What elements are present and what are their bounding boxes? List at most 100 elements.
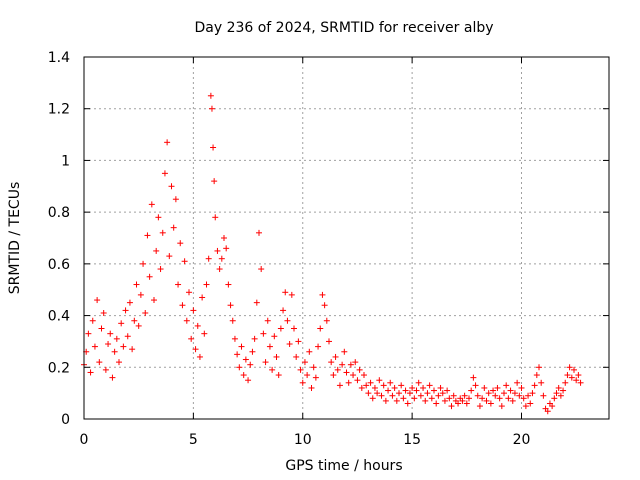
data-point [142, 309, 149, 316]
data-point [494, 384, 501, 391]
data-point [116, 359, 122, 366]
data-point [474, 392, 481, 399]
x-tick-label: 20 [513, 432, 531, 448]
data-point [306, 348, 313, 355]
data-point [472, 382, 479, 389]
data-point [207, 92, 214, 99]
data-point [87, 369, 94, 376]
data-point [245, 377, 252, 384]
data-point [520, 395, 527, 402]
data-point [236, 364, 243, 371]
x-tick-label: 15 [403, 432, 421, 448]
data-point [481, 384, 488, 391]
data-point [400, 395, 407, 402]
data-point [275, 372, 282, 379]
data-point [393, 397, 400, 404]
data-point [406, 390, 413, 397]
data-point [470, 374, 477, 381]
data-point [301, 359, 308, 366]
data-point [380, 382, 387, 389]
data-point [131, 317, 138, 324]
data-point [273, 353, 280, 360]
data-point [431, 387, 437, 394]
data-point [378, 392, 385, 399]
y-tick-label: 0.6 [48, 257, 70, 273]
data-point [231, 335, 238, 342]
data-point [533, 372, 540, 379]
data-point [564, 372, 571, 379]
data-point [459, 397, 466, 404]
data-point [323, 317, 330, 324]
data-point [398, 382, 405, 389]
data-point [420, 384, 427, 391]
data-point [476, 403, 483, 410]
data-point [536, 364, 542, 371]
data-point [505, 395, 512, 402]
data-point [441, 397, 448, 404]
axis-tick-labels: 0 0.2 0.4 0.6 0.8 1 1.2 1.4 0 5 10 15 20 [48, 50, 531, 448]
data-point [507, 387, 514, 394]
y-axis-label: SRMTID / TECUs [7, 182, 23, 295]
data-point [155, 214, 162, 221]
data-point [525, 392, 532, 399]
data-point [140, 260, 147, 267]
y-tick-label: 0.2 [48, 360, 70, 376]
data-point [262, 359, 269, 366]
data-point [293, 353, 300, 360]
data-point [102, 366, 109, 373]
data-point [496, 395, 503, 402]
axis-ticks [83, 56, 609, 420]
data-point [330, 372, 337, 379]
data-point [444, 387, 451, 394]
data-point [135, 322, 142, 329]
data-point [463, 400, 470, 407]
data-point [540, 392, 547, 399]
data-point [317, 325, 324, 332]
data-point [354, 377, 361, 384]
y-tick-label: 0 [61, 412, 70, 428]
data-point [161, 170, 168, 177]
data-point [124, 333, 131, 340]
data-point [208, 105, 215, 112]
data-point [122, 307, 129, 314]
data-point [571, 366, 577, 373]
data-point [461, 392, 468, 399]
x-axis-label: GPS time / hours [285, 458, 402, 474]
data-point [221, 235, 227, 241]
data-point [277, 325, 284, 332]
data-point [133, 281, 140, 288]
data-point [205, 255, 212, 262]
data-point [544, 408, 551, 415]
data-point [319, 291, 326, 298]
data-point [487, 400, 494, 407]
data-point [282, 289, 289, 296]
data-point [291, 325, 297, 332]
data-point [126, 299, 133, 306]
y-tick-label: 0.8 [48, 205, 70, 221]
data-point [361, 372, 367, 379]
data-point [376, 377, 383, 384]
data-point [402, 387, 409, 394]
data-point [336, 382, 343, 389]
data-point [146, 273, 153, 280]
y-tick-label: 1.4 [48, 50, 70, 66]
data-point [492, 392, 499, 399]
data-point [387, 379, 394, 386]
data-point [166, 253, 173, 260]
data-point [234, 351, 241, 358]
data-point [260, 330, 267, 337]
x-tick-label: 10 [294, 432, 312, 448]
data-point [435, 392, 442, 399]
data-point [157, 266, 164, 273]
data-point [553, 390, 560, 397]
data-point [120, 343, 127, 350]
data-point [271, 333, 278, 340]
y-tick-label: 0.4 [48, 309, 70, 325]
data-point [251, 335, 258, 342]
data-point [85, 330, 92, 337]
data-point [164, 139, 171, 146]
data-point [568, 374, 575, 381]
data-point [113, 335, 120, 342]
data-point [551, 395, 558, 402]
data-point [253, 299, 260, 306]
